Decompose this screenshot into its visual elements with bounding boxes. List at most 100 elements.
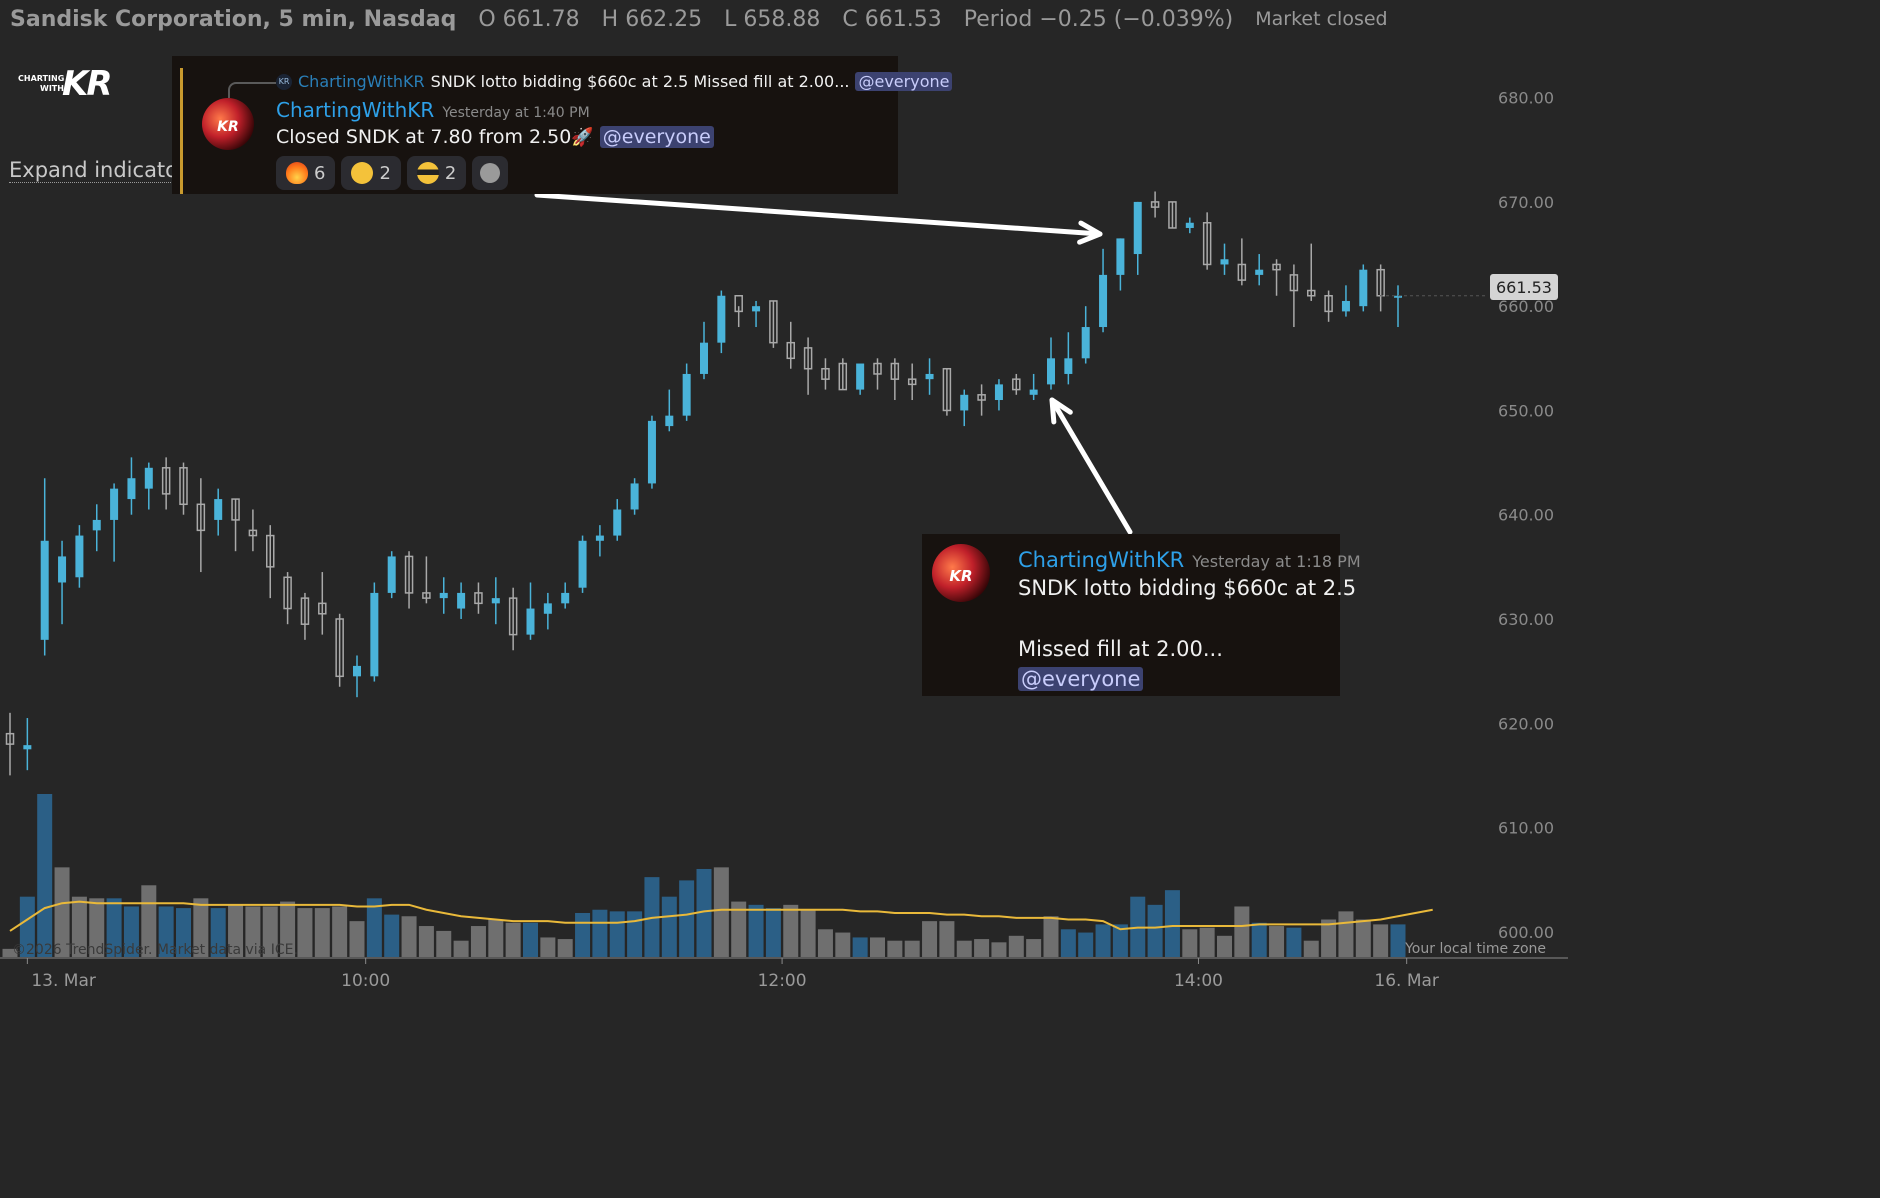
volume-bar	[1182, 929, 1198, 957]
candle-body	[491, 598, 500, 604]
message-text: Closed SNDK at 7.80 from 2.50	[276, 126, 572, 148]
candle-body	[1289, 274, 1299, 292]
volume-bar	[176, 908, 191, 957]
add-reaction-button[interactable]	[472, 156, 509, 190]
message-header: ChartingWithKR Yesterday at 1:40 PM	[276, 98, 590, 122]
volume-bar	[1390, 924, 1406, 957]
author-avatar[interactable]: KR	[202, 98, 254, 150]
symbol-title: Sandisk Corporation, 5 min, Nasdaq	[10, 6, 457, 32]
author-avatar[interactable]: KR	[932, 544, 990, 602]
volume-bar	[71, 896, 87, 957]
volume-bar	[470, 926, 486, 957]
arrow-to-exit	[534, 192, 1103, 237]
volume-bar	[297, 908, 313, 957]
candle-body	[717, 295, 726, 343]
volume-bar	[280, 901, 296, 957]
volume-bar	[193, 898, 209, 957]
volume-bar	[37, 794, 53, 957]
close-value: C 661.53	[842, 6, 942, 32]
message-timestamp: Yesterday at 1:18 PM	[1192, 552, 1361, 571]
reaction-count: 6	[314, 162, 326, 184]
candle-body	[335, 618, 344, 678]
volume-bar	[904, 940, 920, 957]
candle-body	[1064, 358, 1073, 374]
candle-body	[821, 367, 830, 380]
reply-mention[interactable]: @everyone	[855, 72, 953, 91]
price-chart[interactable]: 680.00 670.00 660.00 650.00 640.00 630.00 620.…	[0, 0, 1568, 999]
candle-body	[873, 362, 882, 375]
candle-body	[5, 732, 15, 745]
y-tick-label: 600.00	[1498, 923, 1554, 942]
volume-bar	[575, 912, 591, 957]
saluting-face-icon	[351, 162, 374, 184]
volume-bar	[401, 916, 417, 957]
candle-body	[925, 373, 934, 380]
reaction-fire[interactable]: 6	[276, 156, 336, 190]
volume-bar	[974, 939, 990, 957]
candle-body	[907, 378, 917, 386]
message-line-1: SNDK lotto bidding $660c at 2.5	[1018, 576, 1357, 600]
candle-body	[266, 534, 275, 568]
candle-body	[75, 535, 84, 578]
volume-bar	[210, 908, 226, 957]
volume-bar	[89, 898, 105, 957]
discord-message-closed: KR ChartingWithKR SNDK lotto bidding $66…	[172, 56, 953, 194]
volume-bar	[384, 914, 400, 957]
candle-body	[1307, 289, 1316, 297]
candle-body	[1133, 201, 1142, 255]
chart-header: Sandisk Corporation, 5 min, Nasdaq O 661…	[10, 4, 1388, 34]
candle-body	[1202, 222, 1212, 266]
volume-bar	[1303, 940, 1319, 957]
candle-body	[404, 555, 414, 594]
author-name[interactable]: ChartingWithKR	[276, 98, 435, 122]
candle-body	[1220, 259, 1229, 265]
volume-bar	[1269, 926, 1285, 957]
volume-bar	[557, 939, 573, 957]
reaction-count: 2	[379, 162, 391, 184]
volume-bar	[887, 940, 903, 957]
volume-bar	[123, 906, 139, 957]
candle-body	[960, 394, 969, 411]
volume-bar	[453, 940, 469, 957]
volume-bar	[1078, 932, 1094, 957]
volume-bar	[19, 896, 35, 957]
volume-bar	[1355, 919, 1371, 957]
reply-preview[interactable]: KR ChartingWithKR SNDK lotto bidding $66…	[276, 72, 953, 91]
candle-body	[734, 295, 743, 313]
x-tick-label: 12:00	[758, 971, 807, 991]
volume-bar	[158, 906, 174, 957]
volume-bar	[1286, 927, 1302, 957]
candle-body	[161, 467, 171, 495]
candle-body	[890, 362, 900, 380]
arrow-to-entry	[1049, 397, 1133, 535]
candle-body	[474, 592, 483, 605]
arrow-to-exit-head	[1077, 220, 1103, 245]
author-name[interactable]: ChartingWithKR	[1018, 548, 1185, 572]
candle-body	[214, 499, 223, 520]
candle-body	[1168, 201, 1177, 229]
candle-body	[422, 592, 431, 599]
x-tick-label: 10:00	[341, 971, 390, 991]
copyright-text: ©2026 TrendSpider. Market data via ICE.	[12, 942, 298, 958]
chart-panel[interactable]: 680.00 670.00 660.00 650.00 640.00 630.00 620.…	[0, 0, 1568, 999]
candle-body	[977, 394, 986, 401]
reaction-sunglasses[interactable]: 2	[406, 156, 467, 190]
reply-author[interactable]: ChartingWithKR	[298, 72, 425, 91]
message-mention[interactable]: @everyone	[599, 126, 714, 148]
reaction-salute[interactable]: 2	[341, 156, 401, 190]
y-tick-label: 680.00	[1498, 89, 1554, 108]
message-mention[interactable]: @everyone	[1018, 667, 1144, 691]
volume-bar	[1199, 927, 1215, 957]
candle-body	[387, 556, 396, 593]
x-tick-label: 14:00	[1174, 971, 1223, 991]
candle-body	[1341, 300, 1350, 312]
market-status: Market closed	[1255, 8, 1388, 30]
y-tick-label: 640.00	[1498, 506, 1554, 525]
low-value: L 658.88	[724, 6, 821, 32]
discord-message-entry: KR ChartingWithKR Yesterday at 1:18 PM SN…	[922, 534, 1361, 696]
volume-bar	[609, 911, 625, 957]
candle-body	[1324, 295, 1333, 313]
candle-body	[353, 665, 361, 677]
candle-body	[752, 306, 761, 312]
timezone-label[interactable]: Your local time zone	[1405, 941, 1546, 957]
